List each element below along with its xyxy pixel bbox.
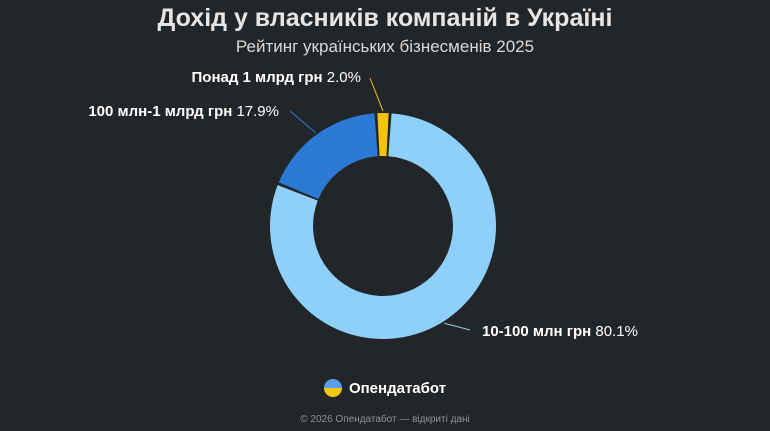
label-10-100m: 10-100 млн грн 80.1% — [482, 323, 638, 340]
slice-label-value: 17.9% — [236, 103, 279, 120]
label-100m-1b: 100 млн-1 млрд грн 17.9% — [88, 103, 279, 120]
opendatabot-logo-icon — [323, 379, 342, 397]
slice-label-value: 2.0% — [327, 69, 361, 86]
leader-line — [289, 110, 317, 134]
brand-name: Опендатабот — [348, 379, 447, 397]
slice-label-value: 80.1% — [595, 323, 638, 340]
slice-label-name: Понад 1 млрд грн — [192, 69, 327, 86]
slice-label-name: 100 млн-1 млрд грн — [88, 103, 236, 120]
chart-title: Дохід у власників компаній в Україні — [157, 4, 613, 32]
leader-line — [444, 322, 471, 331]
label-over-1b: Понад 1 млрд грн 2.0% — [192, 69, 362, 86]
brand: Опендатабот — [0, 379, 770, 397]
slice-100m-1b — [278, 113, 378, 199]
slice-10-100m — [270, 113, 496, 339]
slice-over-1b — [377, 113, 389, 157]
leader-line — [369, 77, 384, 112]
footer-copyright: © 2026 Опендатабот — відкриті дані — [300, 414, 470, 425]
slice-label-name: 10-100 млн грн — [482, 323, 595, 340]
chart-subtitle: Рейтинг українських бізнесменів 2025 — [235, 37, 535, 56]
